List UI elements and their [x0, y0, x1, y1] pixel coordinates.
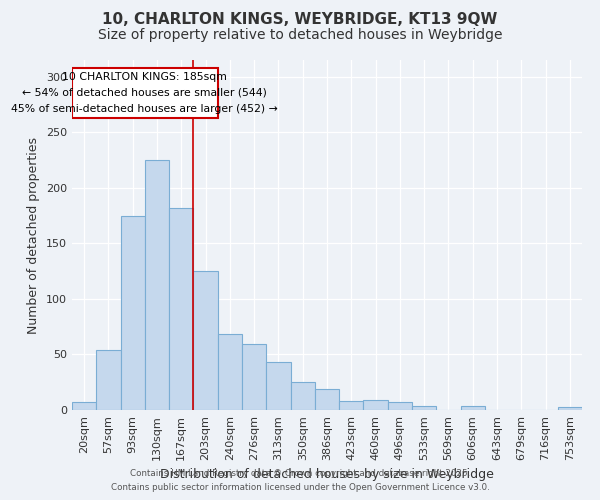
- Bar: [461, 406, 485, 410]
- Bar: [412, 406, 436, 410]
- Text: 45% of semi-detached houses are larger (452) →: 45% of semi-detached houses are larger (…: [11, 104, 278, 114]
- Bar: [72, 402, 96, 410]
- Bar: [388, 402, 412, 410]
- Bar: [218, 334, 242, 410]
- Bar: [290, 382, 315, 410]
- Bar: [242, 344, 266, 410]
- Bar: [96, 350, 121, 410]
- Bar: [169, 208, 193, 410]
- Text: Size of property relative to detached houses in Weybridge: Size of property relative to detached ho…: [98, 28, 502, 42]
- Bar: [558, 406, 582, 410]
- Bar: [121, 216, 145, 410]
- Text: 10 CHARLTON KINGS: 185sqm: 10 CHARLTON KINGS: 185sqm: [62, 72, 227, 82]
- Bar: [145, 160, 169, 410]
- Bar: [266, 362, 290, 410]
- Text: Contains HM Land Registry data © Crown copyright and database right 2025.: Contains HM Land Registry data © Crown c…: [130, 468, 470, 477]
- Text: ← 54% of detached houses are smaller (544): ← 54% of detached houses are smaller (54…: [22, 88, 267, 98]
- Bar: [72, 68, 218, 118]
- Bar: [315, 389, 339, 410]
- Bar: [339, 401, 364, 410]
- Bar: [364, 400, 388, 410]
- X-axis label: Distribution of detached houses by size in Weybridge: Distribution of detached houses by size …: [160, 468, 494, 481]
- Text: 10, CHARLTON KINGS, WEYBRIDGE, KT13 9QW: 10, CHARLTON KINGS, WEYBRIDGE, KT13 9QW: [103, 12, 497, 28]
- Y-axis label: Number of detached properties: Number of detached properties: [28, 136, 40, 334]
- Bar: [193, 271, 218, 410]
- Text: Contains public sector information licensed under the Open Government Licence v3: Contains public sector information licen…: [110, 484, 490, 492]
